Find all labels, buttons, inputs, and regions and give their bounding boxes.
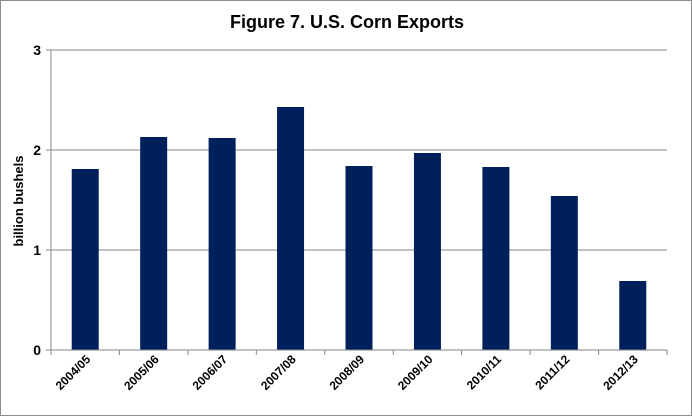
x-tick-label: 2007/08 xyxy=(258,352,299,393)
bar-2006-07 xyxy=(208,138,236,350)
bar-2010-11 xyxy=(482,167,510,350)
axes xyxy=(46,49,668,355)
x-tick-label: 2010/11 xyxy=(464,352,504,392)
bar-2007-08 xyxy=(277,107,305,350)
x-tick-label: 2006/07 xyxy=(190,352,231,393)
chart-title: Figure 7. U.S. Corn Exports xyxy=(230,12,464,32)
bar-2008-09 xyxy=(345,166,373,350)
x-tick-label: 2011/12 xyxy=(532,352,572,392)
x-tick-label: 2005/06 xyxy=(121,352,162,393)
y-axis-label: billion bushels xyxy=(11,155,26,246)
y-tick-label: 1 xyxy=(33,242,41,258)
x-tick-labels: 2004/05 2005/06 2006/07 2007/08 2008/09 2009/… xyxy=(53,352,641,393)
y-tick-label: 2 xyxy=(33,142,41,158)
bars xyxy=(71,107,647,350)
bar-2009-10 xyxy=(413,153,441,350)
y-tick-labels: 0 1 2 3 xyxy=(33,42,41,358)
x-tick-label: 2008/09 xyxy=(327,352,368,393)
y-tick-label: 3 xyxy=(33,42,41,58)
bar-2005-06 xyxy=(140,137,168,350)
y-tick-label: 0 xyxy=(33,342,41,358)
x-tick-label: 2004/05 xyxy=(53,352,94,393)
bar-2004-05 xyxy=(71,169,99,350)
x-tick-label: 2012/13 xyxy=(600,352,641,393)
x-tick-label: 2009/10 xyxy=(395,352,436,393)
bar-2011-12 xyxy=(550,196,578,350)
bar-2012-13 xyxy=(619,281,647,350)
